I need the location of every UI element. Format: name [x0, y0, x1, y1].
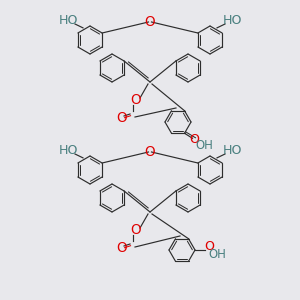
Text: HO: HO — [222, 14, 242, 26]
Text: OH: OH — [208, 248, 226, 260]
Text: O: O — [117, 241, 127, 255]
Text: O: O — [131, 93, 141, 107]
Text: O: O — [145, 15, 155, 29]
Text: O: O — [117, 111, 127, 125]
Text: O: O — [204, 239, 214, 253]
Text: O: O — [190, 133, 200, 146]
Text: HO: HO — [58, 14, 78, 26]
Text: HO: HO — [58, 143, 78, 157]
Text: OH: OH — [196, 139, 213, 152]
Text: HO: HO — [222, 143, 242, 157]
Text: O: O — [131, 223, 141, 237]
Text: O: O — [145, 145, 155, 159]
